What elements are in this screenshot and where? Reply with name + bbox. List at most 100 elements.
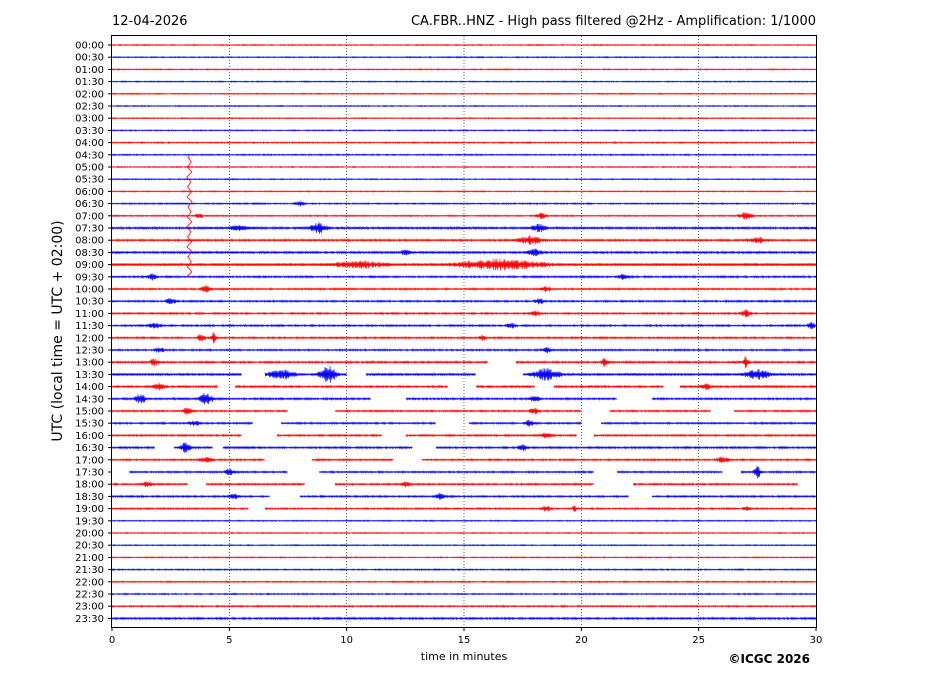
y-tick-label: 10:30 [75, 297, 104, 308]
trace-rows [111, 43, 817, 621]
trace-0030 [111, 55, 817, 59]
y-tick-label: 15:00 [75, 407, 104, 418]
x-tick-label: 25 [692, 635, 705, 646]
trace-0500 [111, 165, 817, 169]
y-tick-label: 07:30 [75, 224, 104, 235]
trace-1600 [111, 432, 817, 439]
trace-0000 [111, 43, 817, 47]
y-tick-label: 05:00 [75, 163, 104, 174]
trace-0400 [111, 141, 817, 145]
trace-0300 [111, 116, 817, 120]
trace-2230 [111, 592, 817, 596]
y-tick-label: 03:30 [75, 126, 104, 137]
trace-1930 [111, 519, 817, 523]
trace-0700 [111, 211, 817, 220]
trace-2330 [111, 616, 817, 621]
trace-1700 [111, 456, 817, 464]
trace-0230 [111, 104, 817, 108]
y-tick-label: 04:00 [75, 138, 104, 149]
trace-1830 [111, 493, 817, 500]
y-tick-label: 00:30 [75, 53, 104, 64]
y-tick-label: 17:30 [75, 468, 104, 479]
y-tick-label: 13:00 [75, 358, 104, 369]
trace-1100 [111, 309, 817, 318]
trace-1030 [111, 297, 817, 305]
trace-2100 [111, 556, 817, 559]
x-tick-label: 15 [458, 635, 471, 646]
y-tick-label: 09:30 [75, 272, 104, 283]
trace-2200 [111, 580, 817, 584]
y-tick-label: 01:30 [75, 77, 104, 88]
y-tick-label: 15:30 [75, 419, 104, 430]
trace-1430 [111, 393, 817, 405]
trace-1900 [111, 505, 817, 512]
y-tick-label: 12:30 [75, 346, 104, 357]
trace-0630 [111, 200, 817, 207]
y-tick-label: 18:30 [75, 492, 104, 503]
plot-frame [111, 35, 817, 628]
x-axis-label: time in minutes [421, 650, 508, 663]
trace-1000 [111, 285, 817, 293]
vertical-grid [229, 36, 699, 627]
x-tick-label: 0 [109, 635, 115, 646]
y-tick-label: 04:30 [75, 150, 104, 161]
trace-2030 [111, 543, 817, 547]
trace-0730 [111, 222, 817, 234]
trace-0800 [111, 235, 817, 245]
y-tick-label: 08:00 [75, 236, 104, 247]
trace-1630 [111, 442, 817, 453]
chart-date: 12-04-2026 [112, 14, 188, 29]
trace-1530 [111, 419, 817, 427]
x-tick-label: 5 [226, 635, 232, 646]
trace-0830 [111, 248, 817, 257]
y-tick-label: 01:00 [75, 65, 104, 76]
trace-0430 [111, 153, 817, 157]
y-tick-label: 16:00 [75, 431, 104, 442]
trace-0200 [111, 92, 817, 96]
trace-0100 [111, 68, 817, 71]
y-tick-label: 18:00 [75, 480, 104, 491]
y-tick-label: 13:30 [75, 370, 104, 381]
y-axis-label: UTC (local time = UTC + 02:00) [50, 220, 66, 441]
y-tick-label: 11:30 [75, 321, 104, 332]
trace-1230 [111, 346, 817, 354]
y-tick-label: 06:00 [75, 187, 104, 198]
copyright-text: ©ICGC 2026 [728, 652, 810, 666]
trace-2300 [111, 604, 817, 609]
trace-0130 [111, 80, 817, 83]
event-traces [186, 156, 193, 278]
trace-0600 [111, 190, 817, 193]
y-tick-label: 14:00 [75, 382, 104, 393]
y-tick-label: 07:00 [75, 211, 104, 222]
y-tick-label: 09:00 [75, 260, 104, 271]
trace-1130 [111, 322, 817, 329]
y-tick-label: 22:00 [75, 577, 104, 588]
y-tick-label: 02:00 [75, 89, 104, 100]
y-tick-label: 21:30 [75, 565, 104, 576]
x-tick-labels: 0 5 10 15 20 25 30 [109, 627, 822, 646]
y-tick-label: 02:30 [75, 102, 104, 113]
trace-1800 [111, 481, 798, 488]
y-tick-label: 23:00 [75, 602, 104, 613]
y-tick-label: 11:00 [75, 309, 104, 320]
y-tick-label: 08:30 [75, 248, 104, 259]
trace-2000 [111, 531, 817, 535]
y-tick-label: 06:30 [75, 199, 104, 210]
y-tick-label: 16:30 [75, 443, 104, 454]
y-tick-label: 21:00 [75, 553, 104, 564]
y-tick-label: 19:00 [75, 504, 104, 515]
trace-1200 [111, 332, 817, 344]
y-tick-label: 23:30 [75, 614, 104, 625]
trace-0330 [111, 129, 817, 132]
trace-0930 [111, 273, 817, 281]
y-tick-label: 17:00 [75, 455, 104, 466]
trace-2130 [111, 568, 817, 572]
trace-1400 [111, 382, 817, 391]
y-tick-label: 10:00 [75, 285, 104, 296]
y-tick-label: 20:30 [75, 541, 104, 552]
y-tick-label: 03:00 [75, 114, 104, 125]
y-tick-label: 22:30 [75, 590, 104, 601]
event-spike [186, 156, 193, 278]
x-tick-label: 20 [575, 635, 588, 646]
